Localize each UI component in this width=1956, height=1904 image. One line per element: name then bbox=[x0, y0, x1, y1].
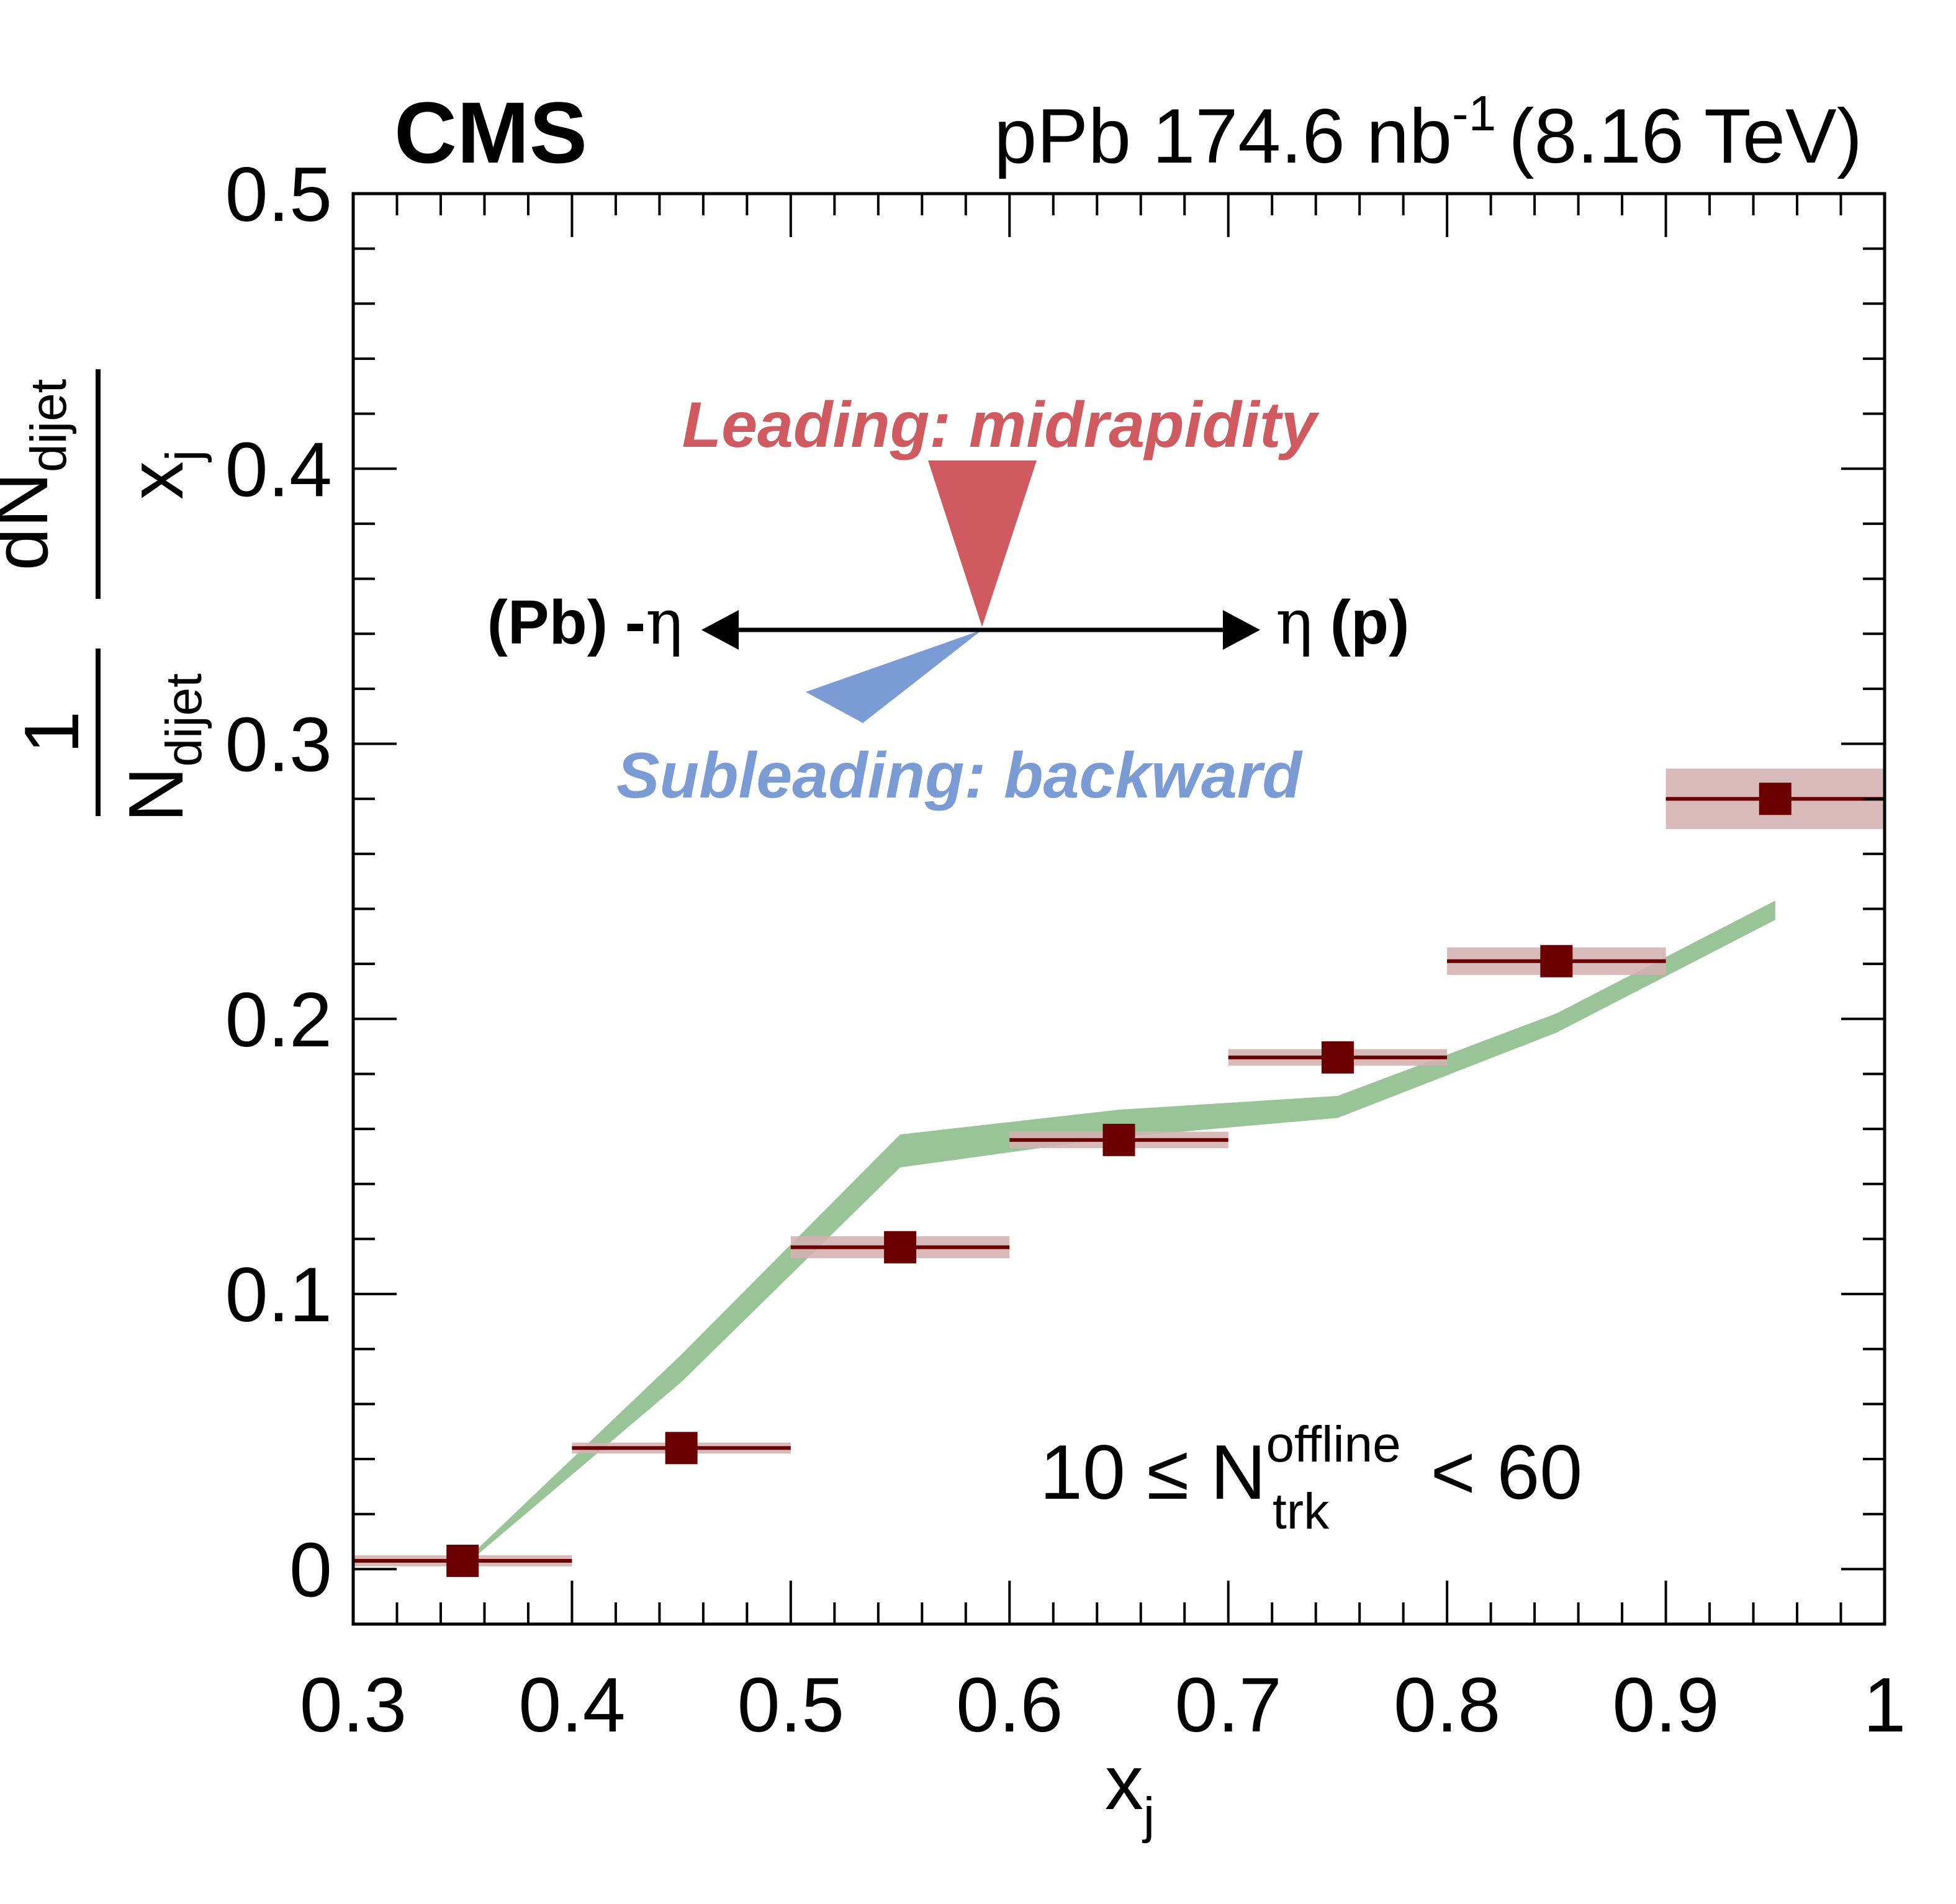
right-eta-symbol: η bbox=[1276, 586, 1313, 658]
data-marker-1 bbox=[665, 1432, 698, 1465]
y-title-frac1-den: Ndijet bbox=[114, 673, 212, 822]
subleading-jet-cone bbox=[806, 630, 982, 723]
selection-suffix: < 60 bbox=[1409, 1430, 1582, 1516]
y-title-frac2-den-sub: j bbox=[156, 450, 212, 462]
left-arrow-text: (Pb) - bbox=[487, 588, 646, 657]
model-band-area bbox=[473, 900, 1775, 1558]
y-title-frac1-num: 1 bbox=[9, 711, 95, 754]
left-arrow-label: (Pb) -η bbox=[487, 586, 683, 658]
y-title-fraction-1: 1 Ndijet bbox=[9, 649, 212, 822]
data-marker-2 bbox=[884, 1231, 917, 1264]
lumi-energy: (8.16 TeV) bbox=[1508, 94, 1862, 179]
lumi-exponent: -1 bbox=[1452, 86, 1496, 141]
cms-label: CMS bbox=[394, 84, 587, 181]
x-tick-label-6: 0.9 bbox=[1612, 1663, 1719, 1748]
y-tick-label-5: 0.5 bbox=[225, 152, 332, 238]
y-tick-label-4: 0.4 bbox=[225, 427, 332, 513]
y-title-frac2-num: dNdijet bbox=[0, 379, 77, 570]
x-tick-label-5: 0.8 bbox=[1394, 1663, 1500, 1748]
x-tick-labels: 0.3 0.4 0.5 0.6 0.7 0.8 0.9 1 bbox=[300, 1663, 1906, 1748]
left-eta-symbol: η bbox=[646, 586, 683, 658]
leading-jet-cone bbox=[928, 460, 1037, 627]
x-axis-title-base: x bbox=[1105, 1740, 1143, 1826]
x-tick-label-3: 0.6 bbox=[956, 1663, 1063, 1748]
selection-prefix: 10 ≤ N bbox=[1040, 1430, 1266, 1516]
x-tick-label-0: 0.3 bbox=[300, 1663, 407, 1748]
y-title-frac2-num-base: dN bbox=[0, 472, 64, 571]
data-marker-6 bbox=[1759, 783, 1791, 815]
right-arrow-label: η (p) bbox=[1276, 586, 1409, 658]
model-band bbox=[473, 900, 1775, 1558]
y-title-fraction-2: dNdijet xj bbox=[0, 369, 212, 599]
y-axis-title: 1 Ndijet dNdijet xj bbox=[0, 369, 212, 822]
x-tick-label-7: 1 bbox=[1864, 1663, 1906, 1748]
selection-superscript: offline bbox=[1266, 1416, 1400, 1473]
y-tick-label-0: 0 bbox=[289, 1527, 332, 1613]
x-axis-title: xj bbox=[1105, 1740, 1155, 1844]
y-tick-label-1: 0.1 bbox=[225, 1252, 332, 1338]
x-tick-label-1: 0.4 bbox=[518, 1663, 625, 1748]
right-arrow-text: (p) bbox=[1313, 588, 1409, 657]
leading-label: Leading: midrapidity bbox=[682, 389, 1320, 461]
x-tick-label-4: 0.7 bbox=[1175, 1663, 1282, 1748]
axis-ticks bbox=[352, 192, 1886, 1625]
selection-label: 10 ≤ Noffline trk < 60 bbox=[1040, 1416, 1582, 1540]
y-tick-labels: 0 0.1 0.2 0.3 0.4 0.5 bbox=[225, 152, 332, 1613]
y-title-frac2-den-base: x bbox=[114, 461, 199, 500]
x-tick-label-2: 0.5 bbox=[737, 1663, 844, 1748]
eta-axis-right-arrowhead bbox=[1223, 610, 1260, 650]
selection-subscript: trk bbox=[1273, 1483, 1330, 1540]
y-title-frac2-num-sub: dijet bbox=[20, 379, 77, 472]
data-marker-0 bbox=[446, 1545, 479, 1578]
data-marker-4 bbox=[1321, 1041, 1354, 1074]
y-title-frac1-den-base: N bbox=[114, 766, 199, 822]
x-axis-title-sub: j bbox=[1142, 1787, 1155, 1844]
subleading-label: Subleading: backward bbox=[616, 740, 1303, 812]
eta-axis-left-arrowhead bbox=[701, 610, 739, 650]
data-points bbox=[353, 783, 1885, 1578]
lumi-prefix: pPb 174.6 nb bbox=[994, 94, 1452, 179]
y-tick-label-2: 0.2 bbox=[225, 977, 332, 1063]
y-title-frac1-den-sub: dijet bbox=[156, 673, 212, 767]
data-marker-3 bbox=[1102, 1123, 1135, 1156]
data-marker-5 bbox=[1540, 945, 1573, 977]
lumi-label: pPb 174.6 nb-1 (8.16 TeV) bbox=[994, 86, 1862, 179]
y-tick-label-3: 0.3 bbox=[225, 703, 332, 788]
y-title-frac2-den: xj bbox=[114, 450, 212, 500]
